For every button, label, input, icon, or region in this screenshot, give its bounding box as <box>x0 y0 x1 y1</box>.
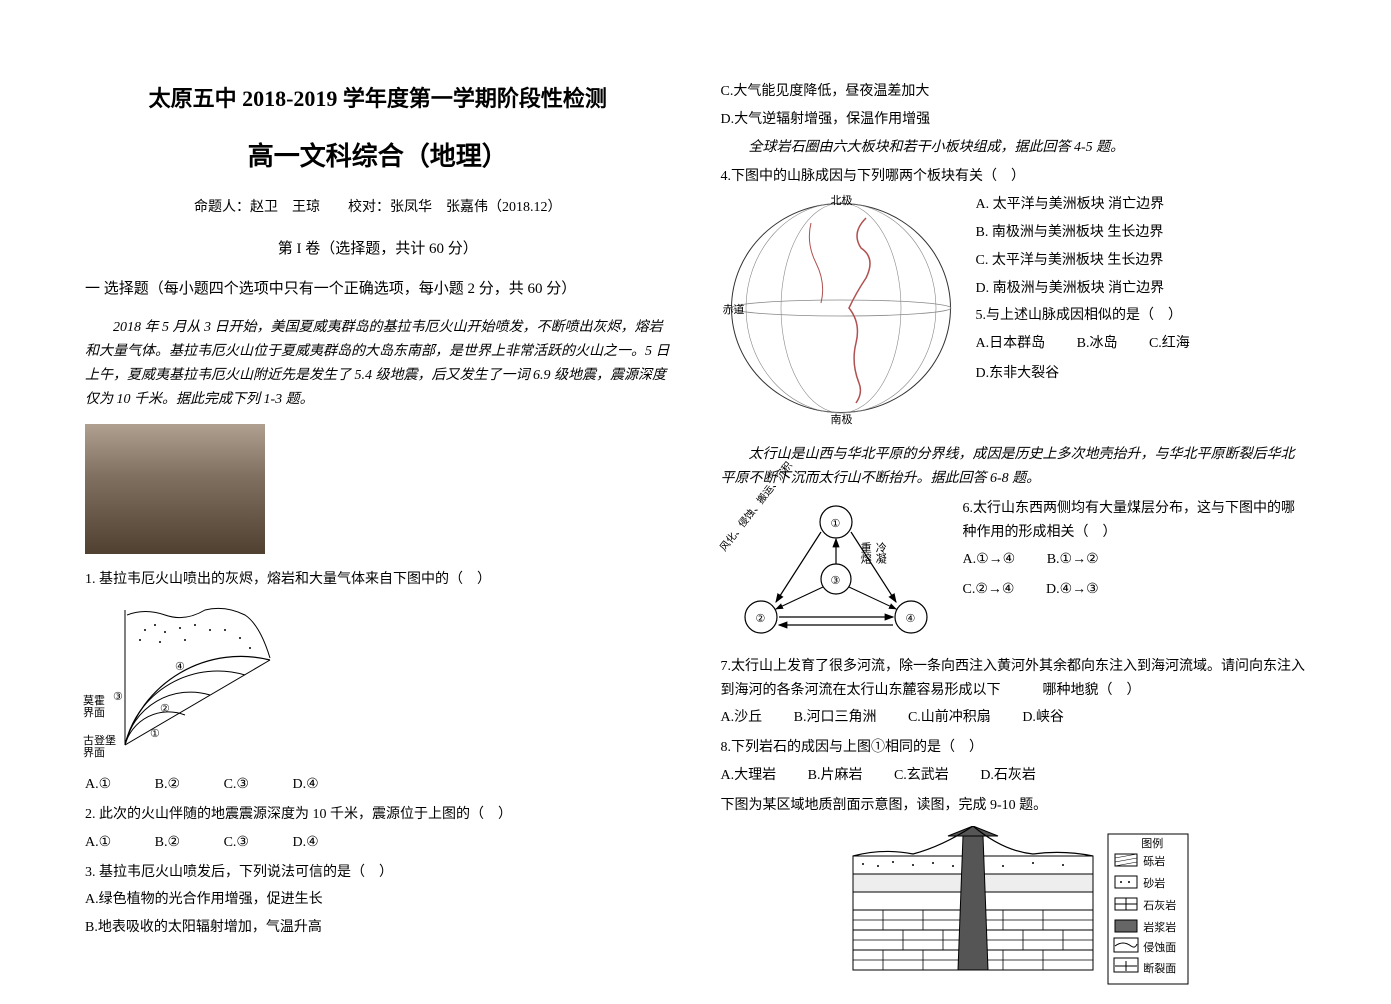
question-3: 3. 基拉韦厄火山喷发后，下列说法可信的是（ ） <box>85 861 671 885</box>
cycle-n3: ③ <box>831 572 841 591</box>
q6-block: 6.太行山东西两侧均有大量煤层分布，这与下图中的哪种作用的形成相关（ ） A.①… <box>963 497 1307 608</box>
q7-opt-b: B.河口三角洲 <box>794 706 877 730</box>
q3-opt-b: B.地表吸收的太阳辐射增加，气温升高 <box>85 916 671 940</box>
passage-1: 2018 年 5 月从 3 日开始，美国夏威夷群岛的基拉韦厄火山开始喷发，不断喷… <box>85 316 671 411</box>
rock-cycle-diagram: ① ② ③ ④ 风化、侵蚀、搬运、沉积 重熔 冷凝 <box>721 497 951 647</box>
q6-opt-b: B.①→② <box>1047 548 1099 572</box>
q3-opt-a: A.绿色植物的光合作用增强，促进生长 <box>85 888 671 912</box>
moho-label: 莫霍界面 <box>83 695 113 719</box>
left-column: 太原五中 2018-2019 学年度第一学期阶段性检测 高一文科综合（地理） 命… <box>60 80 696 943</box>
q2-opt-d: D.④ <box>292 831 318 855</box>
passage-4: 下图为某区域地质剖面示意图，读图，完成 9-10 题。 <box>721 794 1307 818</box>
legend-3: 石灰岩 <box>1143 897 1176 916</box>
q7-options: A.沙丘 B.河口三角洲 C.山前冲积扇 D.峡谷 <box>721 706 1307 730</box>
layer-label-1: ① <box>150 725 160 744</box>
q2-opt-b: B.② <box>155 831 180 855</box>
cycle-n1: ① <box>831 515 841 534</box>
q3-opt-c: C.大气能见度降低，昼夜温差加大 <box>721 80 1307 104</box>
question-4: 4.下图中的山脉成因与下列哪两个板块有关（ ） <box>721 165 1307 189</box>
legend-5: 侵蚀面 <box>1143 939 1176 958</box>
authors-line: 命题人：赵卫 王琼 校对：张凤华 张嘉伟（2018.12） <box>85 196 671 220</box>
q5-opt-d: D.东非大裂谷 <box>976 362 1307 386</box>
q8-opt-c: C.玄武岩 <box>894 764 949 788</box>
right-column: C.大气能见度降低，昼夜温差加大 D.大气逆辐射增强，保温作用增强 全球岩石圈由… <box>696 80 1332 943</box>
q1-opt-b: B.② <box>155 773 180 797</box>
passage-3: 太行山是山西与华北平原的分界线，成因是历史上多次地壳抬升，与华北平原断裂后华北平… <box>721 443 1307 491</box>
layer-label-3: ③ <box>113 688 123 707</box>
cycle-n4: ④ <box>906 610 916 629</box>
cycle-n2: ② <box>756 610 766 629</box>
q1-opt-a: A.① <box>85 773 111 797</box>
q1-options: A.① B.② C.③ D.④ <box>85 773 671 797</box>
section-header: 第 I 卷（选择题，共计 60 分） <box>85 237 671 263</box>
q5-opt-b: B.冰岛 <box>1077 332 1118 356</box>
sub-title: 高一文科综合（地理） <box>85 135 671 179</box>
q7-opt-a: A.沙丘 <box>721 706 763 730</box>
q6-options-row2: C.②→④ D.④→③ <box>963 578 1307 602</box>
q4-opt-d: D. 南极洲与美洲板块 消亡边界 <box>976 277 1307 301</box>
question-6: 6.太行山东西两侧均有大量煤层分布，这与下图中的哪种作用的形成相关（ ） <box>963 497 1307 545</box>
q2-opt-a: A.① <box>85 831 111 855</box>
question-1: 1. 基拉韦厄火山喷出的灰烬，熔岩和大量气体来自下图中的（ ） <box>85 568 671 592</box>
q2-options: A.① B.② C.③ D.④ <box>85 831 671 855</box>
q6-opt-a: A.①→④ <box>963 548 1016 572</box>
volcano-photo <box>85 424 265 554</box>
q7-opt-d: D.峡谷 <box>1022 706 1064 730</box>
legend-6: 断裂面 <box>1143 960 1176 979</box>
section-title: 一 选择题（每小题四个选项中只有一个正确选项，每小题 2 分，共 60 分） <box>85 277 671 303</box>
q1-opt-d: D.④ <box>292 773 318 797</box>
strata-diagram: 图例 砾岩 砂岩 石灰岩 岩浆岩 侵蚀面 断裂面 <box>833 826 1193 996</box>
q8-opt-d: D.石灰岩 <box>980 764 1036 788</box>
equator-label: 赤道 <box>723 301 745 320</box>
q8-opt-b: B.片麻岩 <box>808 764 863 788</box>
earth-layers-diagram: ① ② ③ ④ 莫霍界面 古登堡界面 <box>85 600 285 765</box>
q5-opt-c: C.红海 <box>1149 332 1190 356</box>
q2-opt-c: C.③ <box>224 831 249 855</box>
guten-label: 古登堡界面 <box>83 735 123 759</box>
q5-opt-a: A.日本群岛 <box>976 332 1046 356</box>
q6-opt-c: C.②→④ <box>963 578 1015 602</box>
q1-opt-c: C.③ <box>224 773 249 797</box>
legend-1: 砾岩 <box>1143 853 1165 872</box>
legend-title: 图例 <box>1141 835 1163 854</box>
q8-opt-a: A.大理岩 <box>721 764 777 788</box>
question-5: 5.与上述山脉成因相似的是（ ） <box>976 304 1307 328</box>
q4-opt-a: A. 太平洋与美洲板块 消亡边界 <box>976 193 1307 217</box>
q4-q5-options: A. 太平洋与美洲板块 消亡边界 B. 南极洲与美洲板块 生长边界 C. 太平洋… <box>976 193 1307 390</box>
q8-options: A.大理岩 B.片麻岩 C.玄武岩 D.石灰岩 <box>721 764 1307 788</box>
q6-opt-d: D.④→③ <box>1046 578 1099 602</box>
cycle-center2: 冷凝 <box>871 542 890 564</box>
q7-opt-c: C.山前冲积扇 <box>908 706 991 730</box>
q4-opt-b: B. 南极洲与美洲板块 生长边界 <box>976 221 1307 245</box>
legend-2: 砂岩 <box>1143 875 1165 894</box>
q3-opt-d: D.大气逆辐射增强，保温作用增强 <box>721 108 1307 132</box>
q4-opt-c: C. 太平洋与美洲板块 生长边界 <box>976 249 1307 273</box>
question-2: 2. 此次的火山伴随的地震震源深度为 10 千米，震源位于上图的（ ） <box>85 803 671 827</box>
layer-label-2: ② <box>160 700 170 719</box>
north-label: 北极 <box>831 192 853 211</box>
q5-options-row1: A.日本群岛 B.冰岛 C.红海 <box>976 332 1307 356</box>
question-8: 8.下列岩石的成因与上图①相同的是（ ） <box>721 736 1307 760</box>
south-label: 南极 <box>831 411 853 430</box>
q6-options-row1: A.①→④ B.①→② <box>963 548 1307 572</box>
main-title: 太原五中 2018-2019 学年度第一学期阶段性检测 <box>85 80 671 117</box>
globe-diagram: 赤道 南极 北极 <box>721 193 961 423</box>
passage-2: 全球岩石圈由六大板块和若干小板块组成，据此回答 4-5 题。 <box>721 136 1307 160</box>
legend-4: 岩浆岩 <box>1143 919 1176 938</box>
question-7: 7.太行山上发育了很多河流，除一条向西注入黄河外其余都向东注入到海河流域。请问向… <box>721 655 1307 703</box>
layer-label-4: ④ <box>175 658 185 677</box>
